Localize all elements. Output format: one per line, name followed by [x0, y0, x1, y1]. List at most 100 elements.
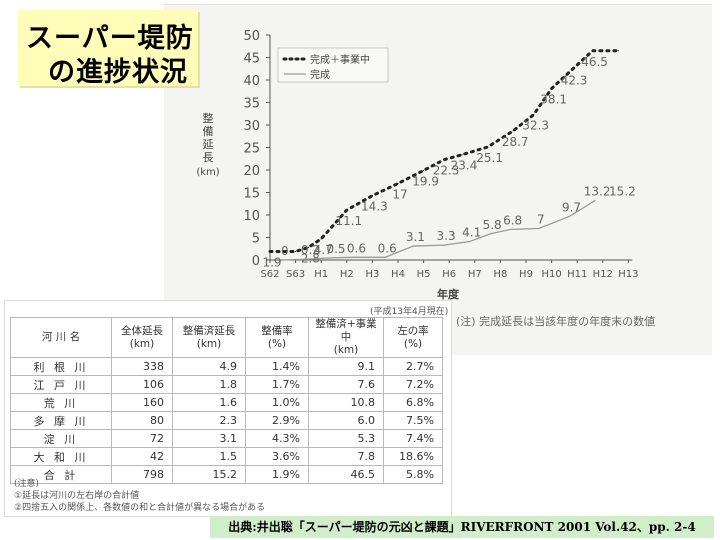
- value-cell: 338: [111, 357, 173, 376]
- data-point: [397, 182, 399, 185]
- table-row-ara: 荒 川 160 1.6 1.0% 10.8 6.8%: [10, 393, 443, 412]
- value-cell: 1.4%: [245, 357, 309, 376]
- value-cell: 5.3: [308, 429, 384, 448]
- data-point: [489, 233, 491, 235]
- header-left-rate: 左の率 (%): [383, 317, 443, 358]
- data-label: 32.3: [522, 119, 549, 133]
- table-header-row: 河 川 名 全体延長 (km) 整備済延長 (km) 整備率 (%) 整備済+事業中(…: [10, 317, 443, 358]
- value-cell: 18.6%: [383, 447, 443, 466]
- data-point: [412, 245, 414, 247]
- value-cell: 7.4%: [383, 429, 443, 448]
- y-axis-label-char: 延: [203, 138, 214, 151]
- x-tick-label: H5: [417, 269, 431, 280]
- data-label-end: 15.2: [609, 185, 636, 199]
- y-axis-label-unit: (km): [196, 167, 219, 178]
- data-label: 46.5: [581, 55, 608, 69]
- y-tick-label: 10: [243, 209, 260, 224]
- data-point: [510, 228, 512, 230]
- data-point: [568, 215, 571, 217]
- river-name-cell: 利 根 川: [10, 357, 112, 376]
- data-label: 7: [537, 213, 545, 227]
- data-label: 25.1: [476, 151, 503, 165]
- data-label: 23.4: [451, 159, 478, 173]
- data-point: [333, 257, 335, 259]
- legend-label-completed: 完成: [310, 68, 330, 81]
- x-tick-label: H13: [618, 269, 638, 280]
- value-cell: 42: [111, 447, 173, 466]
- data-point: [571, 69, 573, 71]
- data-point: [551, 87, 553, 90]
- data-label: 3.3: [437, 229, 456, 243]
- y-tick-label: 20: [243, 164, 260, 179]
- note-2: ②四捨五入の関係上、各数値の和と合計値が異なる場合がある: [14, 503, 266, 513]
- value-cell: 4.9: [172, 357, 246, 376]
- value-cell: 1.8: [172, 375, 246, 394]
- y-tick-label: 15: [243, 187, 260, 202]
- table-row-yodo: 淀 川 72 3.1 4.3% 5.3 7.4%: [10, 429, 443, 448]
- y-tick-label: 40: [243, 74, 260, 89]
- data-label: 19.9: [412, 174, 439, 188]
- title-box: スーパー堤防 の進捗状況: [18, 10, 198, 88]
- chart-note: (注) 完成延長は当該年度の年度末の数値: [456, 315, 656, 328]
- x-tick-label: H4: [391, 269, 405, 280]
- value-cell: 1.6: [172, 393, 246, 412]
- data-point: [443, 159, 445, 161]
- value-cell: 6.0: [308, 411, 384, 430]
- data-label: 6.8: [503, 213, 522, 227]
- table-row-yamato: 大 和 川 42 1.5 3.6% 7.8 18.6%: [10, 447, 443, 466]
- x-tick-label: H12: [593, 269, 613, 280]
- note-heading: (注意): [14, 479, 40, 489]
- header-completed-plus-ongoing: 整備済+事業中 (km): [308, 317, 384, 358]
- table-row-total: 合 計 798 15.2 1.9% 46.5 5.8%: [10, 465, 443, 484]
- x-tick-label: H2: [340, 269, 354, 280]
- value-cell: 2.3: [172, 411, 246, 430]
- title-line-1: スーパー堤防: [26, 23, 194, 54]
- data-label: 14.3: [361, 200, 388, 214]
- y-tick-label: 30: [243, 119, 260, 134]
- data-point: [371, 195, 373, 197]
- data-label: 11.1: [335, 214, 362, 228]
- value-cell: 80: [111, 411, 173, 430]
- value-cell: 5.8%: [383, 465, 443, 484]
- data-label: 0.6: [347, 241, 366, 255]
- x-tick-label: H3: [365, 269, 379, 280]
- data-label: 17: [392, 188, 407, 202]
- value-cell: 1.5: [172, 447, 246, 466]
- x-tick-label: H11: [567, 269, 587, 280]
- value-cell: 72: [111, 429, 173, 448]
- value-cell: 106: [111, 375, 173, 394]
- y-tick-label: 0: [252, 254, 260, 269]
- value-cell: 9.1: [308, 357, 384, 376]
- data-point: [443, 244, 445, 246]
- y-tick-label: 50: [243, 29, 260, 44]
- header-completion-rate: 整備率 (%): [245, 317, 309, 358]
- data-point: [591, 50, 594, 52]
- data-point: [617, 50, 619, 52]
- data-label: 0: [281, 244, 289, 258]
- data-label: 3.1: [406, 230, 425, 244]
- data-point: [282, 259, 284, 261]
- data-point: [469, 240, 471, 243]
- data-point: [512, 130, 514, 132]
- river-name-cell: 合 計: [10, 465, 112, 484]
- table-date-note: (平成13年4月現在): [370, 307, 449, 317]
- x-tick-label: H1: [314, 269, 328, 280]
- y-tick-label: 45: [243, 52, 260, 67]
- data-point: [307, 258, 309, 260]
- river-name-cell: 江 戸 川: [10, 375, 112, 394]
- x-tick-label: S63: [286, 269, 305, 280]
- value-cell: 6.8%: [383, 393, 443, 412]
- data-label: 22.3: [433, 164, 460, 178]
- data-point: [384, 256, 386, 258]
- y-axis-label-char: 長: [203, 151, 214, 164]
- table-notes: (注意) ①延長は河川の左右岸の合計値 ②四捨五入の関係上、各数値の和と合計値が…: [14, 478, 265, 514]
- data-label: 0.6: [378, 241, 397, 255]
- x-tick-label: H6: [442, 269, 456, 280]
- river-name-cell: 淀 川: [10, 429, 112, 448]
- note-1: ①延長は河川の左右岸の合計値: [14, 491, 140, 501]
- x-tick-label: H9: [519, 269, 533, 280]
- header-total-length: 全体延長 (km): [111, 317, 173, 358]
- value-cell: 46.5: [308, 465, 384, 484]
- data-point: [320, 238, 322, 240]
